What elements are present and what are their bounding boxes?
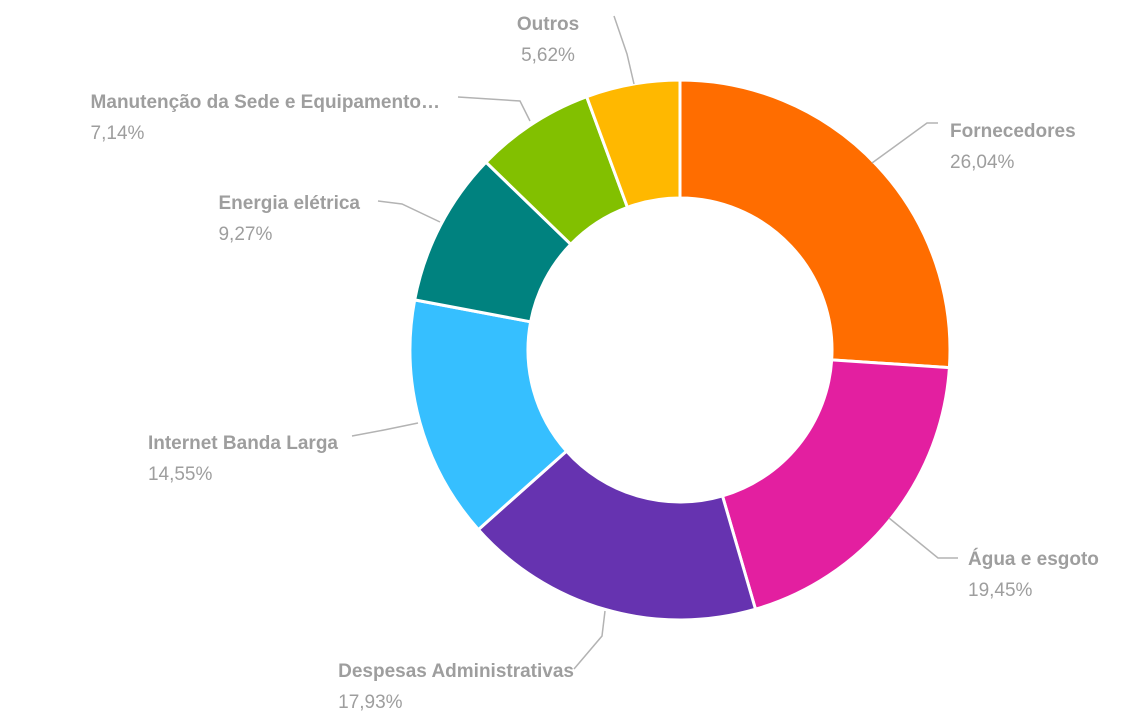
slice-value-agua-e-esgoto: 19,45% — [968, 580, 1033, 601]
slice-label-manutencao-da-sede-e-equipamento: Manutenção da Sede e Equipamento… — [91, 92, 440, 113]
slice-label-fornecedores: Fornecedores — [950, 121, 1076, 142]
leader-line-agua-e-esgoto — [888, 517, 958, 559]
slice-internet-banda-larga — [408, 298, 569, 532]
slice-value-internet-banda-larga: 14,55% — [148, 464, 213, 485]
leader-line-internet-banda-larga — [351, 422, 419, 437]
slice-label-internet-banda-larga: Internet Banda Larga — [148, 433, 338, 454]
slice-agua-e-esgoto — [720, 358, 952, 612]
slice-label-energia-eletrica: Energia elétrica — [218, 193, 360, 214]
slice-label-agua-e-esgoto: Água e esgoto — [968, 548, 1099, 570]
leader-line-despesas-administrativas — [573, 610, 606, 670]
slice-value-fornecedores: 26,04% — [950, 152, 1015, 173]
leader-line-energia-eletrica — [377, 200, 441, 223]
slice-value-outros: 5,62% — [521, 45, 575, 66]
leader-line-outros — [613, 15, 635, 85]
slice-value-manutencao-da-sede-e-equipamento: 7,14% — [91, 123, 145, 144]
slice-fornecedores — [678, 78, 952, 370]
leader-lines — [351, 15, 958, 670]
slice-despesas-administrativas — [476, 448, 758, 622]
slices — [408, 78, 952, 622]
slice-labels: Fornecedores 26,04% Água e esgoto 19,45% Des… — [91, 14, 1099, 712]
slice-label-outros: Outros — [517, 14, 579, 35]
leader-line-manutencao-da-sede-e-equipamento — [457, 96, 531, 122]
slice-outros — [584, 78, 682, 210]
slice-value-despesas-administrativas: 17,93% — [338, 692, 403, 712]
leader-line-fornecedores — [871, 122, 938, 164]
slice-value-energia-eletrica: 9,27% — [218, 224, 272, 245]
slice-label-despesas-administrativas: Despesas Administrativas — [338, 661, 574, 682]
